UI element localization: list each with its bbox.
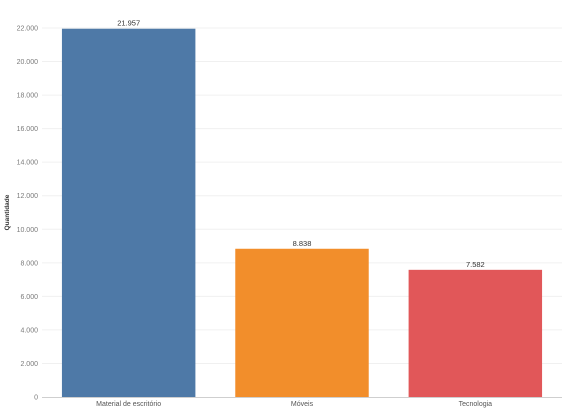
category-label: Material de escritório [96,401,161,408]
bar [235,248,369,397]
y-tick-label: 18.000 [17,93,39,100]
x-axis-categories: Material de escritório Móveis Tecnologia [96,401,492,408]
y-tick-label: 20.000 [17,59,39,66]
y-tick-label: 6.000 [20,294,38,301]
y-tick-label: 16.000 [17,126,39,133]
y-tick-label: 8.000 [20,260,38,267]
data-labels: 21.957 8.838 7.582 [117,19,485,269]
y-axis-title: Quantidade [4,194,11,230]
y-tick-label: 0 [34,395,38,402]
data-label: 8.838 [293,239,312,248]
y-tick-label: 2.000 [20,361,38,368]
data-label: 21.957 [117,19,140,28]
category-label: Móveis [291,401,314,408]
bars [61,28,543,398]
bar [408,269,543,397]
y-tick-label: 14.000 [17,160,39,167]
y-tick-label: 10.000 [17,227,39,234]
y-tick-label: 22.000 [17,26,39,33]
y-tick-label: 4.000 [20,327,38,334]
data-label: 7.582 [466,260,485,269]
y-axis-ticks: 0 2.000 4.000 6.000 8.000 10.000 12.000 14.000 1… [17,26,39,402]
bar [61,28,196,398]
category-label: Tecnologia [459,401,493,408]
y-tick-label: 12.000 [17,193,39,200]
